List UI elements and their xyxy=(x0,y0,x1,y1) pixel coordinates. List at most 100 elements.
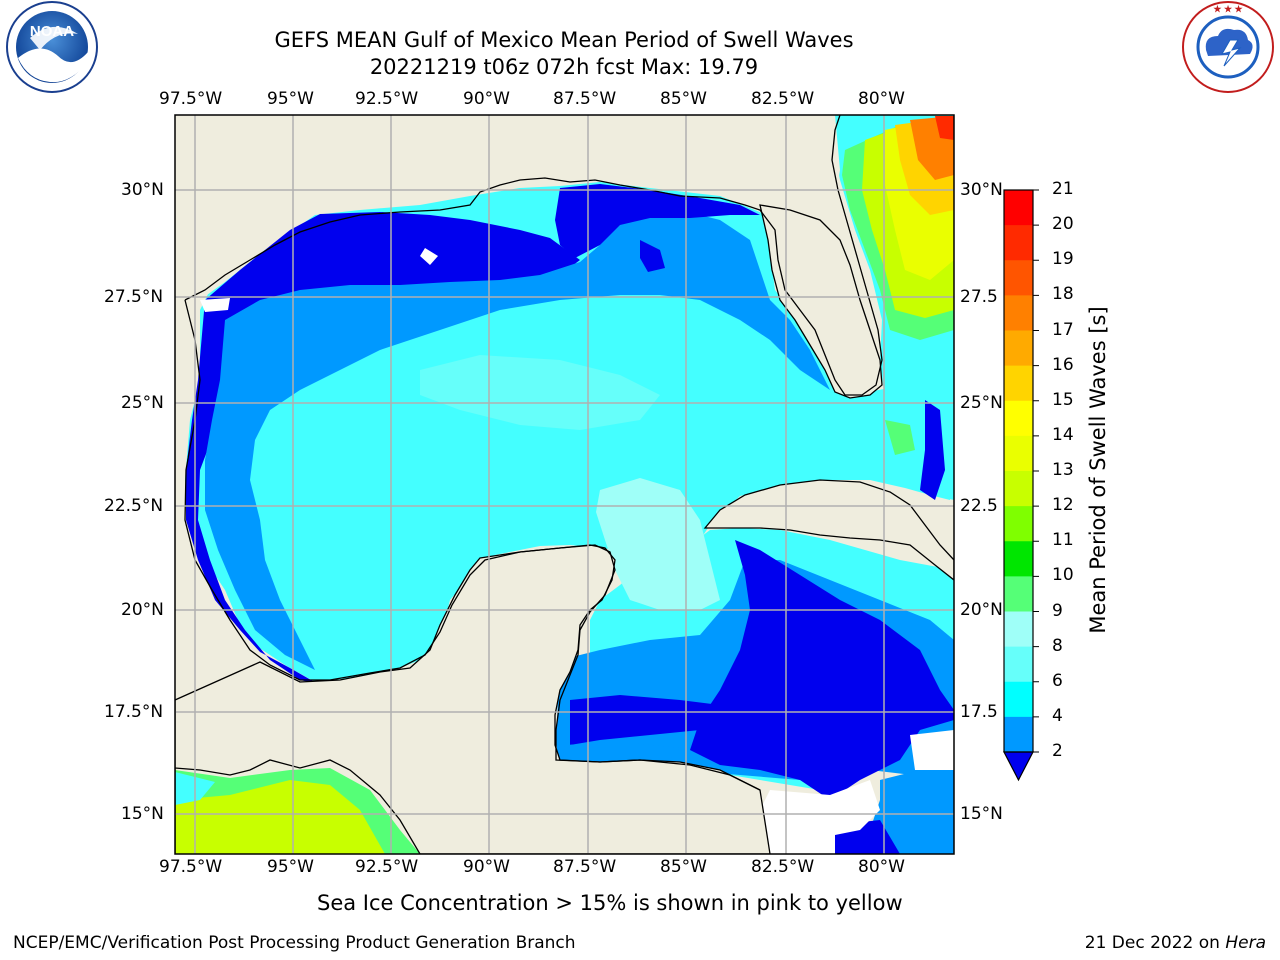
lat-label: 30°N xyxy=(121,180,164,200)
colorbar-tick-label: 6 xyxy=(1052,670,1063,691)
lat-label: 17.5°N xyxy=(104,702,164,722)
chart-subtitle: 20221219 t06z 072h fcst Max: 19.79 xyxy=(369,55,759,79)
lat-label: 27.5°N xyxy=(104,287,164,307)
footer-date: 21 Dec 2022 on Hera xyxy=(1085,933,1266,953)
lon-label: 95°W xyxy=(267,857,314,877)
noaa-logo-icon: NOAA xyxy=(6,1,98,93)
footer-host: Hera xyxy=(1225,933,1266,953)
colorbar-tick-label: 15 xyxy=(1052,389,1074,410)
colorbar-tick-label: 13 xyxy=(1052,460,1074,480)
colorbar-swatch xyxy=(1004,190,1033,226)
lon-label: 90°W xyxy=(463,89,510,109)
colorbar-swatch xyxy=(1004,716,1033,753)
southeast-us-land xyxy=(175,115,840,310)
colorbar-tick-label: 17 xyxy=(1052,319,1074,340)
lon-label: 87.5°W xyxy=(553,857,617,877)
footer-credit: NCEP/EMC/Verification Post Processing Pr… xyxy=(13,933,576,953)
lat-label: 22.5 xyxy=(960,496,998,516)
mexico-coastline xyxy=(184,299,761,791)
colorbar-swatch xyxy=(1004,646,1033,683)
colorbar-swatch xyxy=(1004,541,1033,577)
lat-label: 15°N xyxy=(960,804,1003,824)
colorbar-extend-triangle xyxy=(1003,751,1034,782)
colorbar-tick-label: 12 xyxy=(1052,495,1074,516)
colorbar-tick-label: 16 xyxy=(1052,354,1074,375)
no-data-gap-2 xyxy=(200,298,230,312)
lat-label: 20°N xyxy=(121,600,164,620)
lon-label: 97.5°W xyxy=(159,89,223,109)
colorbar-swatch xyxy=(1004,365,1033,402)
swell-patch-light-central xyxy=(420,355,660,430)
swell-band-medium-west xyxy=(205,205,830,670)
lon-label: 80°W xyxy=(858,857,905,877)
swell-patch-dark-bahamas xyxy=(920,400,945,500)
colorbar-swatch xyxy=(1004,295,1033,331)
colorbar-swatch xyxy=(1004,576,1033,612)
lon-label: 82.5°W xyxy=(751,857,815,877)
lon-label: 85°W xyxy=(660,857,707,877)
colorbar-swatch xyxy=(1004,435,1033,472)
footer-date-text: 21 Dec 2022 on xyxy=(1084,933,1226,953)
lon-label: 90°W xyxy=(463,857,510,877)
chart-title: GEFS MEAN Gulf of Mexico Mean Period of … xyxy=(274,28,854,52)
cuba-land xyxy=(703,479,954,581)
swell-band-dark-west xyxy=(186,212,580,684)
lat-label: 15°N xyxy=(121,804,164,824)
nws-logo-icon: ★ ★ ★ xyxy=(1182,1,1274,93)
colorbar-swatch xyxy=(1004,225,1033,261)
us-coastline xyxy=(184,115,883,396)
colorbar-tick-label: 10 xyxy=(1052,565,1074,586)
lon-label: 92.5°W xyxy=(355,89,419,109)
no-data-area-east xyxy=(910,730,954,770)
colorbar-tick-label: 18 xyxy=(1052,284,1074,305)
lat-label: 20°N xyxy=(960,600,1003,620)
swell-patch-medium-east xyxy=(870,768,954,854)
colorbar-swatch xyxy=(1004,400,1033,437)
lat-label: 22.5°N xyxy=(104,496,164,516)
swell-band-dark-caribbean xyxy=(690,540,954,800)
colorbar-tick-label: 19 xyxy=(1052,249,1074,270)
svg-text:★ ★ ★: ★ ★ ★ xyxy=(1213,4,1243,14)
colorbar-tick-label: 21 xyxy=(1052,179,1074,199)
colorbar-tick-label: 4 xyxy=(1052,705,1063,726)
swell-band-atlantic-red xyxy=(935,116,954,140)
colorbar-swatch xyxy=(1004,681,1033,718)
no-data-gap-1 xyxy=(420,248,438,265)
no-data-area xyxy=(760,780,880,854)
colorbar-swatch xyxy=(1004,506,1033,542)
lon-label: 92.5°W xyxy=(355,857,419,877)
map-border xyxy=(174,114,955,855)
lon-label: 82.5°W xyxy=(751,89,815,109)
colorbar-tick-label: 2 xyxy=(1052,741,1063,761)
map-grid xyxy=(175,115,954,854)
colorbar-tick-label: 14 xyxy=(1052,424,1074,445)
lat-label: 25°N xyxy=(960,393,1003,413)
swell-patch-dark-honduras xyxy=(570,695,720,745)
colorbar-swatch xyxy=(1004,330,1033,367)
lon-label: 87.5°W xyxy=(553,89,617,109)
swell-band-pacific-yellow-green xyxy=(175,780,385,854)
swell-patch-dark xyxy=(640,240,665,272)
colorbar-tick-label: 20 xyxy=(1052,214,1074,235)
colorbar-tick-label: 8 xyxy=(1052,635,1063,656)
lon-label: 80°W xyxy=(858,89,905,109)
sea-ice-caption: Sea Ice Concentration > 15% is shown in … xyxy=(317,891,903,915)
lat-label: 27.5 xyxy=(960,287,998,307)
svg-text:NOAA: NOAA xyxy=(30,23,74,40)
colorbar xyxy=(1003,189,1039,782)
swell-patch-pale-yucatan xyxy=(596,478,720,610)
lon-label: 97.5°W xyxy=(159,857,223,877)
colorbar-label: Mean Period of Swell Waves [s] xyxy=(1086,306,1110,634)
colorbar-tick-label: 9 xyxy=(1052,600,1063,621)
map-panel xyxy=(175,115,954,854)
colorbar-tick-label: 11 xyxy=(1052,530,1074,551)
colorbar-swatch xyxy=(1004,260,1033,296)
florida-land xyxy=(759,204,883,399)
lon-label: 95°W xyxy=(267,89,314,109)
colorbar-swatch xyxy=(1004,471,1033,507)
lat-label: 17.5 xyxy=(960,702,998,722)
lat-label: 25°N xyxy=(121,393,164,413)
swell-patch-green-bahamas xyxy=(885,420,915,455)
colorbar-swatch xyxy=(1004,611,1033,648)
